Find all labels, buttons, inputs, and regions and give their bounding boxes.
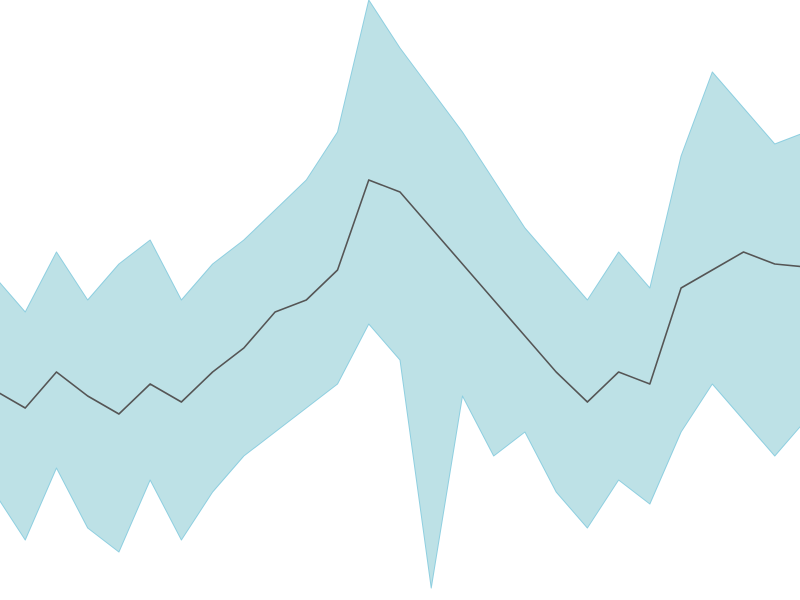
confidence-band [0, 0, 800, 588]
confidence-band-chart [0, 0, 800, 600]
